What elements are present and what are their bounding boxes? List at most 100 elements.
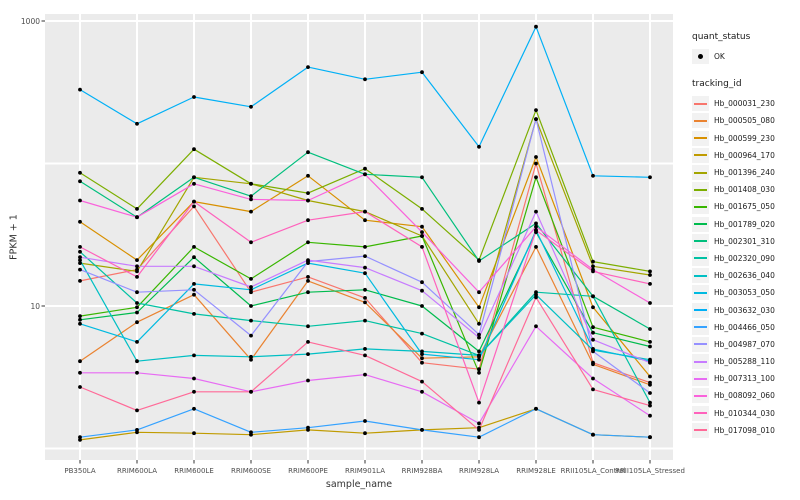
legend: quant_status OK tracking_id Hb_000031_23… bbox=[692, 32, 798, 439]
x-tick-label-PB350LA: PB350LA bbox=[64, 467, 96, 475]
legend-line-swatch-icon bbox=[694, 274, 707, 277]
panel-background bbox=[45, 14, 673, 460]
data-point-Hb_001408_030-RRIM901LA bbox=[363, 166, 367, 171]
data-point-Hb_004987_070-RRIM600LA bbox=[135, 290, 139, 295]
legend-entry-label: Hb_003053_050 bbox=[714, 288, 775, 298]
data-point-Hb_001789_020-RRIM600LA bbox=[135, 310, 139, 315]
legend-key-box bbox=[692, 96, 709, 112]
data-point-Hb_002301_310-RRIM600LE bbox=[192, 175, 196, 180]
legend-entry-Hb_010344_030: Hb_010344_030 bbox=[692, 405, 798, 422]
data-point-Hb_002320_090-RRIM600LA bbox=[135, 301, 139, 305]
legend-line-swatch-icon bbox=[694, 291, 707, 294]
legend-key-box bbox=[692, 130, 709, 146]
data-point-Hb_003632_030-RRIM901LA bbox=[363, 77, 367, 82]
data-point-Hb_017098_010-RRIM600LA bbox=[135, 408, 139, 413]
data-point-Hb_007313_100-RRII105LA_Control bbox=[591, 376, 595, 381]
data-point-Hb_005288_110-RRIM600PE bbox=[306, 258, 310, 262]
legend-quant-status: quant_status OK bbox=[692, 32, 798, 65]
data-point-Hb_001675_050-RRIM928BA bbox=[420, 234, 424, 238]
legend-line-swatch-icon bbox=[694, 412, 707, 415]
data-point-Hb_001396_240-RRII105LA_Control bbox=[591, 264, 595, 269]
data-point-Hb_010344_030-RRIM600PE bbox=[306, 218, 310, 223]
data-point-Hb_003632_030-RRIM928LE bbox=[534, 24, 538, 29]
data-point-Hb_000599_230-RRIM600SE bbox=[249, 209, 253, 214]
legend-entry-label: Hb_001675_050 bbox=[714, 202, 775, 212]
data-point-Hb_002320_090-RRII105LA_Stressed bbox=[648, 400, 652, 405]
data-point-Hb_003632_030-RRIM600LA bbox=[135, 121, 139, 126]
data-point-Hb_004987_070-RRII105LA_Stressed bbox=[648, 391, 652, 395]
legend-entry-Hb_001789_020: Hb_001789_020 bbox=[692, 216, 798, 233]
legend-key-box bbox=[692, 49, 709, 65]
y-axis-title: FPKM + 1 bbox=[8, 214, 20, 260]
data-point-Hb_000599_230-RRIM600LA bbox=[135, 258, 139, 262]
data-point-Hb_004987_070-PB350LA bbox=[78, 267, 82, 272]
data-point-Hb_002320_090-RRIM600PE bbox=[306, 324, 310, 329]
data-point-Hb_003053_050-RRIM901LA bbox=[363, 271, 367, 276]
legend-entry-label: Hb_004987_070 bbox=[714, 339, 775, 349]
data-point-Hb_007313_100-RRIM928BA bbox=[420, 389, 424, 394]
data-point-Hb_004987_070-RRIM600LE bbox=[192, 287, 196, 292]
data-point-Hb_002301_310-RRIM600PE bbox=[306, 150, 310, 155]
data-point-Hb_004466_050-PB350LA bbox=[78, 435, 82, 440]
legend-entry-label: Hb_001396_240 bbox=[714, 168, 775, 178]
data-point-Hb_008092_060-RRIM928BA bbox=[420, 230, 424, 235]
data-point-Hb_002301_310-RRIM600SE bbox=[249, 194, 253, 199]
data-point-Hb_003632_030-RRIM600SE bbox=[249, 104, 253, 109]
x-axis-title: sample_name bbox=[325, 479, 393, 490]
legend-key-box bbox=[692, 216, 709, 232]
data-point-Hb_005288_110-RRIM928BA bbox=[420, 288, 424, 293]
point-key-icon bbox=[698, 54, 703, 60]
data-point-Hb_003053_050-RRIM928LA bbox=[477, 357, 481, 362]
legend-entry-Hb_005288_110: Hb_005288_110 bbox=[692, 353, 798, 370]
data-point-Hb_003053_050-RRIM600SE bbox=[249, 287, 253, 292]
data-point-Hb_008092_060-RRIM600PE bbox=[306, 198, 310, 203]
data-point-Hb_001675_050-RRIM901LA bbox=[363, 245, 367, 249]
legend-entry-Hb_001408_030: Hb_001408_030 bbox=[692, 181, 798, 198]
data-point-Hb_005288_110-RRII105LA_Control bbox=[591, 337, 595, 342]
legend-entry-label: Hb_002636_040 bbox=[714, 271, 775, 281]
data-point-Hb_002636_040-RRIM600PE bbox=[306, 352, 310, 356]
data-point-Hb_017098_010-RRIM600PE bbox=[306, 340, 310, 344]
data-point-Hb_004987_070-RRIM928LE bbox=[534, 117, 538, 121]
data-point-Hb_000505_080-PB350LA bbox=[78, 359, 82, 364]
legend-entry-label: Hb_000505_080 bbox=[714, 116, 775, 126]
data-point-Hb_008092_060-PB350LA bbox=[78, 198, 82, 203]
data-point-Hb_005288_110-RRIM928LE bbox=[534, 209, 538, 214]
legend-key-box bbox=[692, 371, 709, 387]
data-point-Hb_017098_010-RRIM928LE bbox=[534, 295, 538, 300]
data-point-Hb_008092_060-RRIM600LA bbox=[135, 215, 139, 220]
data-point-Hb_003632_030-RRIM600PE bbox=[306, 65, 310, 69]
data-point-Hb_017098_010-RRIM600SE bbox=[249, 389, 253, 394]
data-point-Hb_001408_030-RRIM600LA bbox=[135, 207, 139, 211]
legend-line-swatch-icon bbox=[694, 257, 707, 260]
data-point-Hb_002301_310-RRIM928LA bbox=[477, 259, 481, 263]
data-point-Hb_002301_310-RRIM928LE bbox=[534, 221, 538, 226]
y-tick-label-10: 10 bbox=[30, 301, 40, 311]
legend-gap bbox=[692, 65, 798, 79]
legend-line-swatch-icon bbox=[694, 429, 707, 432]
data-point-Hb_001396_240-PB350LA bbox=[78, 261, 82, 265]
data-point-Hb_004987_070-RRIM928LA bbox=[477, 332, 481, 337]
data-point-Hb_000505_080-RRIM600SE bbox=[249, 357, 253, 362]
data-point-Hb_008092_060-RRII105LA_Stressed bbox=[648, 301, 652, 305]
data-point-Hb_007313_100-RRIM600LA bbox=[135, 370, 139, 375]
data-point-Hb_001396_240-RRII105LA_Stressed bbox=[648, 273, 652, 277]
legend-entry-Hb_004466_050: Hb_004466_050 bbox=[692, 319, 798, 336]
legend-key-box bbox=[692, 147, 709, 163]
data-point-Hb_004987_070-RRIM901LA bbox=[363, 254, 367, 258]
legend-key-box bbox=[692, 336, 709, 352]
data-point-Hb_000505_080-RRII105LA_Stressed bbox=[648, 382, 652, 387]
data-point-Hb_004466_050-RRIM928LA bbox=[477, 435, 481, 440]
data-point-Hb_017098_010-RRIM928LA bbox=[477, 428, 481, 432]
data-point-Hb_005288_110-RRII105LA_Stressed bbox=[648, 360, 652, 365]
data-point-Hb_003632_030-RRIM928LA bbox=[477, 144, 481, 149]
legend-entry-label: Hb_000599_230 bbox=[714, 133, 775, 143]
data-point-Hb_003053_050-RRIM928BA bbox=[420, 352, 424, 356]
data-point-Hb_002636_040-RRIM928LA bbox=[477, 353, 481, 358]
data-point-Hb_004466_050-RRIM600SE bbox=[249, 430, 253, 435]
data-point-Hb_002636_040-RRIM928LE bbox=[534, 292, 538, 297]
data-point-Hb_002636_040-RRIM600SE bbox=[249, 354, 253, 359]
data-point-Hb_003632_030-PB350LA bbox=[78, 87, 82, 92]
y-tick-label-1000: 1000 bbox=[20, 16, 40, 26]
data-point-Hb_003632_030-RRII105LA_Control bbox=[591, 173, 595, 178]
